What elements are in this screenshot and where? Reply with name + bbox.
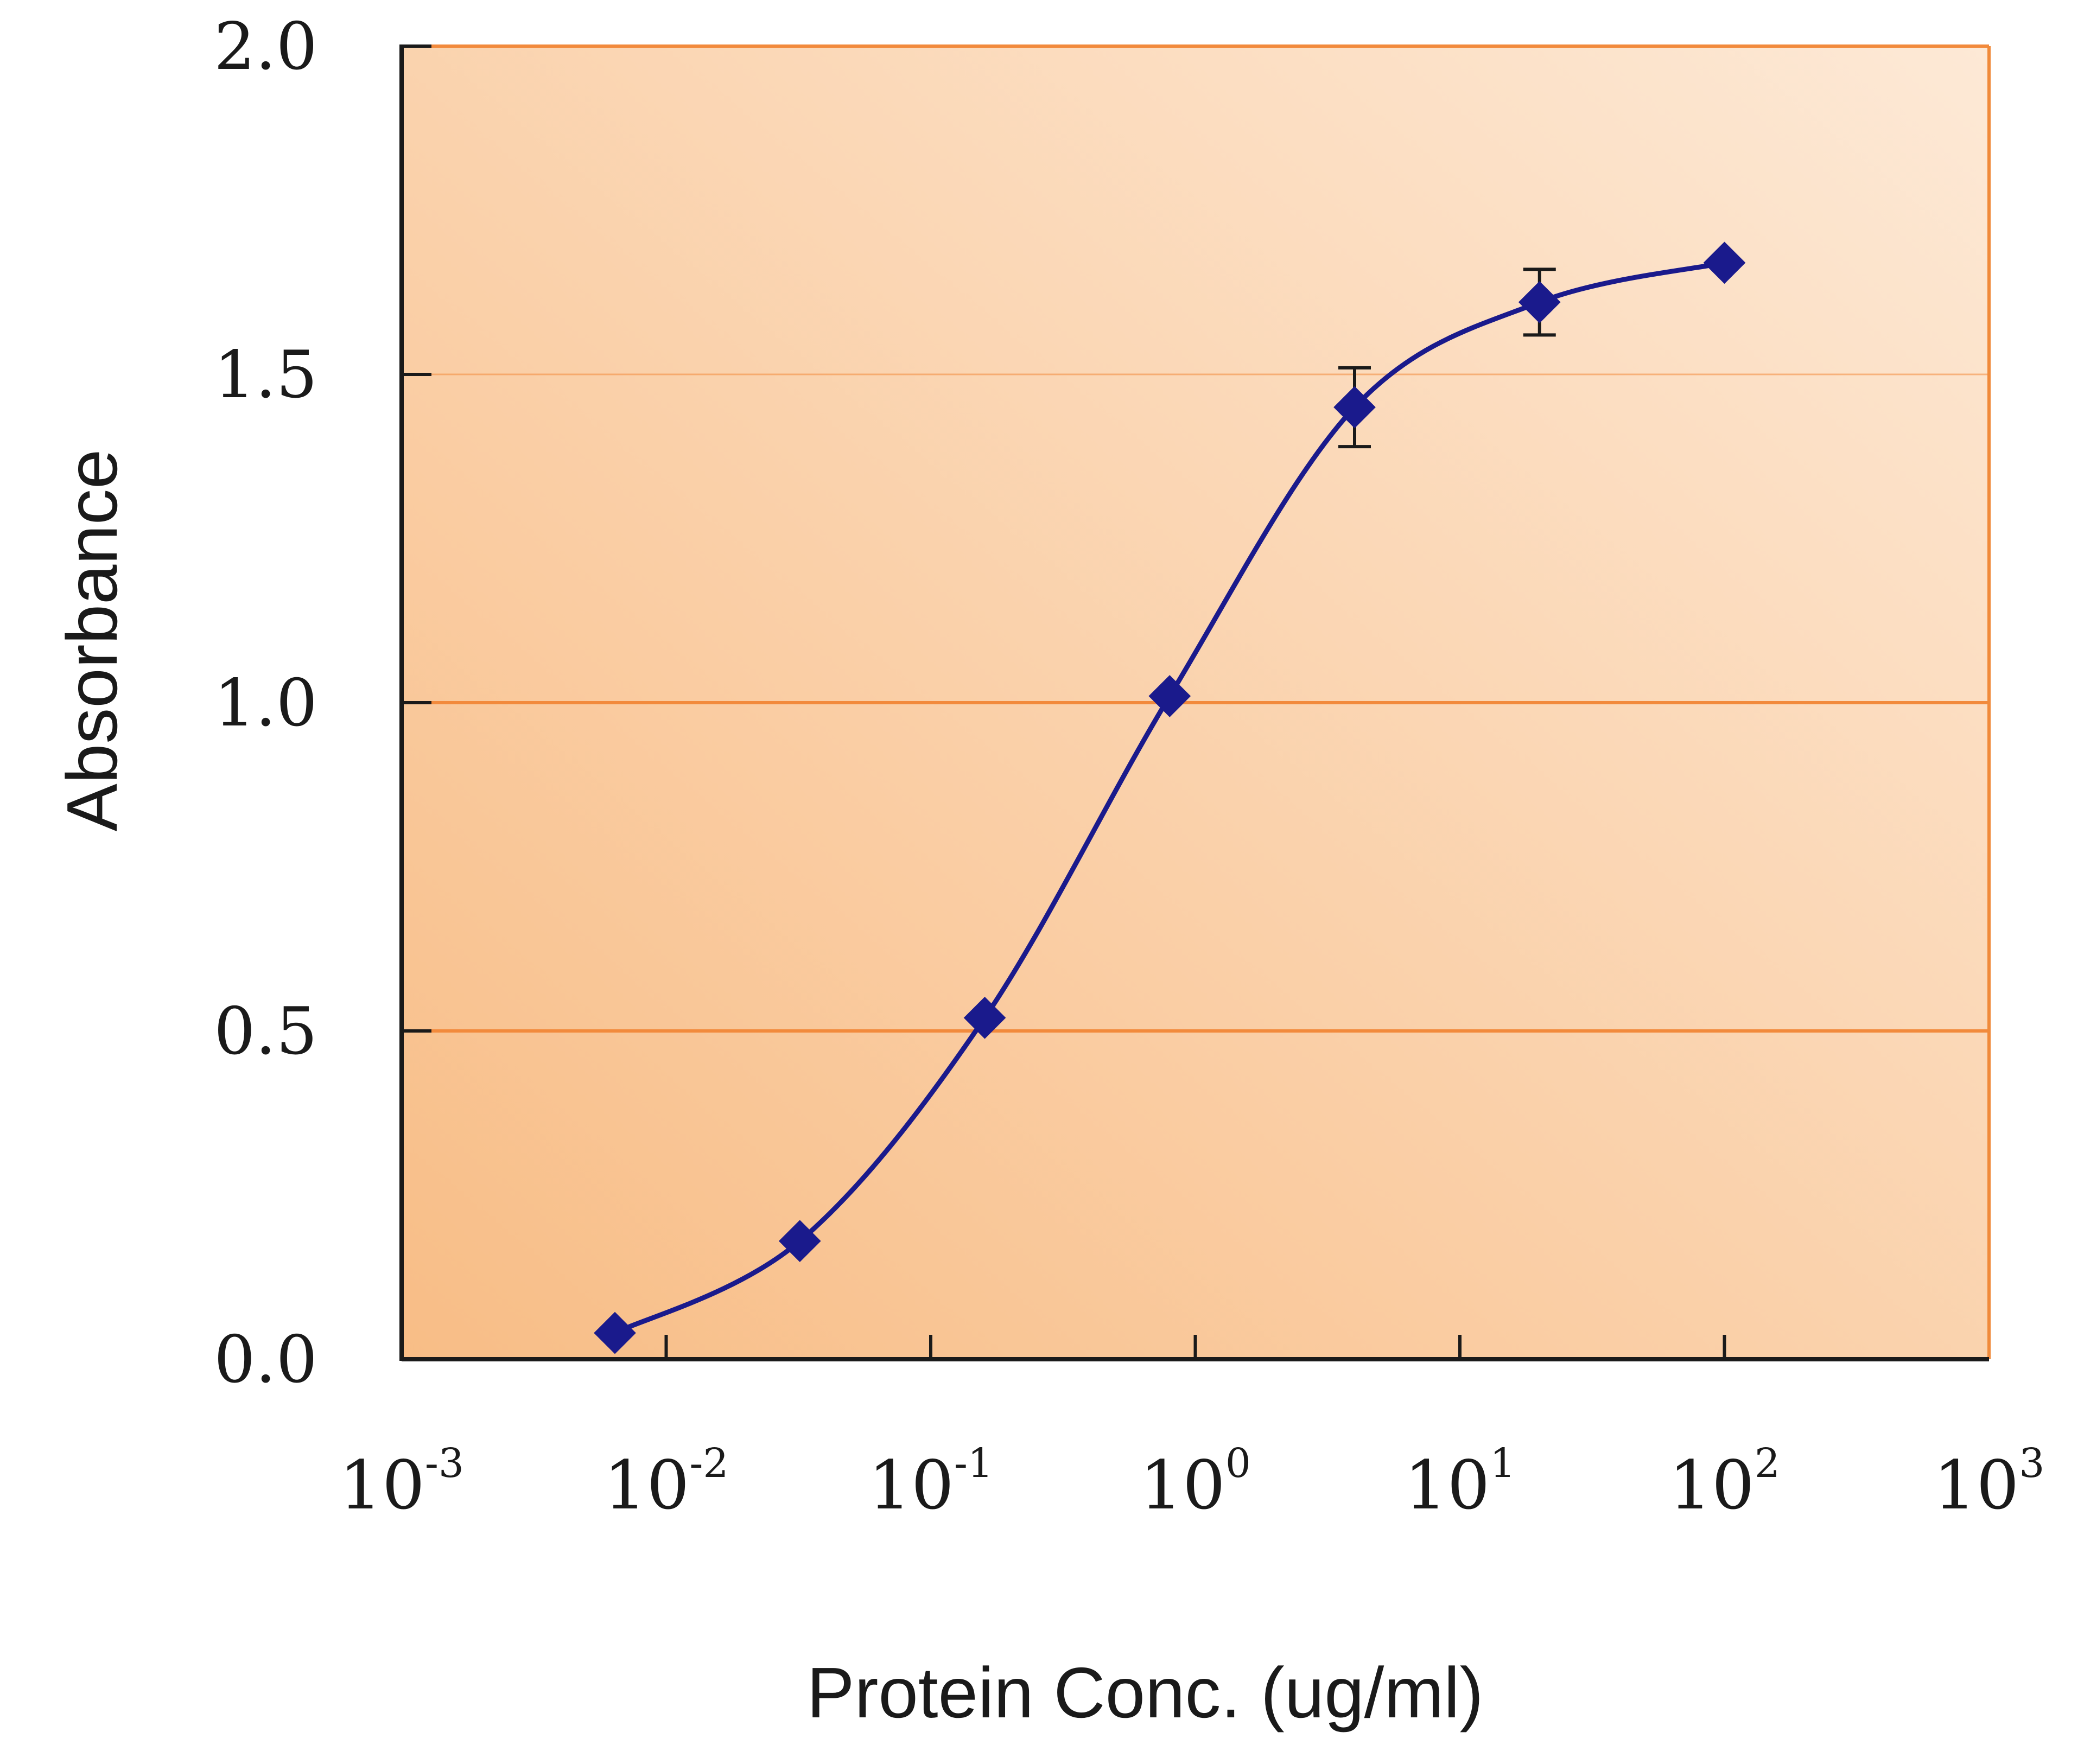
- x-tick-labels: 10-3 10-2 10-1 100 101 102 103: [339, 1440, 2044, 1525]
- axes: [399, 44, 1989, 1361]
- data-point-marker: [594, 1311, 636, 1354]
- x-tick-label: 10-3: [339, 1440, 464, 1525]
- data-series: [594, 241, 1746, 1354]
- x-tick-label: 10-1: [868, 1440, 993, 1525]
- data-point-marker: [1333, 386, 1376, 429]
- y-tick-label: 0.5: [214, 994, 317, 1069]
- gridlines: [402, 44, 1989, 1033]
- y-tick-label: 0.0: [214, 1322, 317, 1398]
- y-tick-label: 1.5: [214, 337, 317, 413]
- y-tick-labels: 0.0 0.5 1.0 1.5 2.0: [214, 9, 317, 1398]
- x-tick-label: 101: [1405, 1440, 1516, 1525]
- data-point-marker: [1148, 675, 1191, 717]
- data-point-marker: [963, 996, 1006, 1039]
- data-point-marker: [778, 1220, 821, 1263]
- x-tick-label: 103: [1934, 1440, 2045, 1525]
- x-axis-title: Protein Conc. (ug/ml): [806, 1653, 1483, 1733]
- y-tick-label: 1.0: [214, 666, 317, 741]
- data-point-marker: [1703, 241, 1746, 284]
- data-point-marker: [1518, 281, 1561, 323]
- y-tick-label: 2.0: [214, 9, 317, 85]
- x-tick-label: 10-2: [604, 1440, 729, 1525]
- x-tick-label: 102: [1669, 1440, 1780, 1525]
- x-tick-label: 100: [1140, 1440, 1251, 1525]
- series-line: [614, 260, 1725, 1335]
- y-axis-title: Absorbance: [52, 449, 132, 831]
